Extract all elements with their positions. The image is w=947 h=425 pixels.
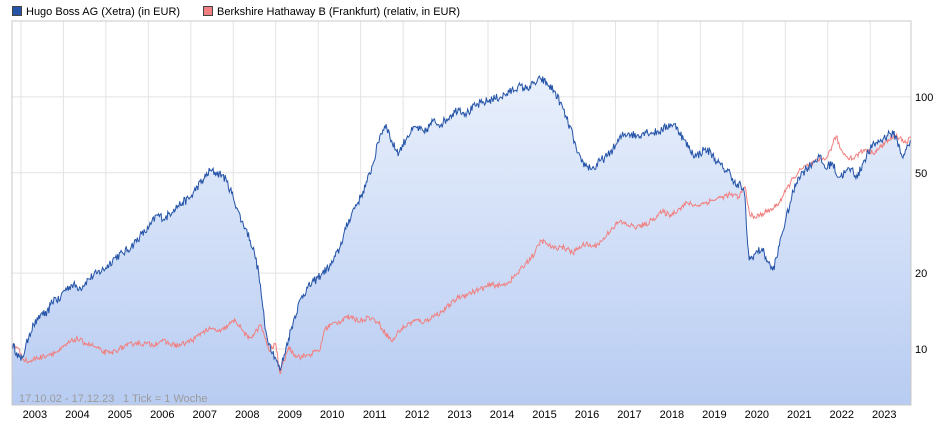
legend-label-berkshire: Berkshire Hathaway B (Frankfurt) (relati… xyxy=(217,6,461,18)
x-tick-label: 2016 xyxy=(575,409,599,421)
plot-frame xyxy=(11,20,912,406)
chart-legend: Hugo Boss AG (Xetra) (in EUR) Berkshire … xyxy=(0,0,947,22)
x-tick-label: 2004 xyxy=(65,409,89,421)
x-tick-label: 2022 xyxy=(830,409,854,421)
x-tick-label: 2008 xyxy=(235,409,259,421)
tick-interval-label: 1 Tick = 1 Woche xyxy=(123,393,207,405)
axis-labels: 10 20 50 100 2003 2004 2005 2006 2007 2008 2009 201… xyxy=(23,92,934,421)
y-tick-label: 20 xyxy=(915,268,927,280)
area-layer xyxy=(12,76,911,405)
x-tick-label: 2023 xyxy=(872,409,896,421)
x-tick-label: 2015 xyxy=(532,409,556,421)
x-tick-label: 2017 xyxy=(617,409,641,421)
x-tick-label: 2003 xyxy=(23,409,47,421)
x-tick-label: 2006 xyxy=(150,409,174,421)
x-tick-label: 2005 xyxy=(108,409,132,421)
legend-item-hugo-boss[interactable]: Hugo Boss AG (Xetra) (in EUR) xyxy=(12,6,180,18)
x-tick-label: 2010 xyxy=(320,409,344,421)
x-tick-label: 2013 xyxy=(447,409,471,421)
legend-swatch-berkshire xyxy=(203,6,213,16)
x-tick-label: 2014 xyxy=(490,409,514,421)
series-line-hugo-boss xyxy=(12,74,911,371)
series-lines xyxy=(12,74,911,375)
series-area-hugo-boss xyxy=(12,76,911,405)
date-range-label: 17.10.02 - 17.12.23 xyxy=(19,393,114,405)
x-tick-label: 2007 xyxy=(193,409,217,421)
x-tick-label: 2011 xyxy=(363,409,387,421)
legend-item-berkshire[interactable]: Berkshire Hathaway B (Frankfurt) (relati… xyxy=(203,6,460,18)
x-tick-label: 2021 xyxy=(787,409,811,421)
y-tick-label: 10 xyxy=(915,344,927,356)
x-tick-label: 2019 xyxy=(702,409,726,421)
x-tick-label: 2012 xyxy=(405,409,429,421)
x-tick-label: 2020 xyxy=(745,409,769,421)
series-line-berkshire xyxy=(12,132,911,375)
x-tick-label: 2009 xyxy=(277,409,301,421)
x-tick-label: 2018 xyxy=(660,409,684,421)
legend-swatch-hugo-boss xyxy=(12,6,22,16)
legend-label-hugo-boss: Hugo Boss AG (Xetra) (in EUR) xyxy=(26,6,181,18)
y-tick-label: 50 xyxy=(915,168,927,180)
y-tick-label: 100 xyxy=(915,92,933,104)
